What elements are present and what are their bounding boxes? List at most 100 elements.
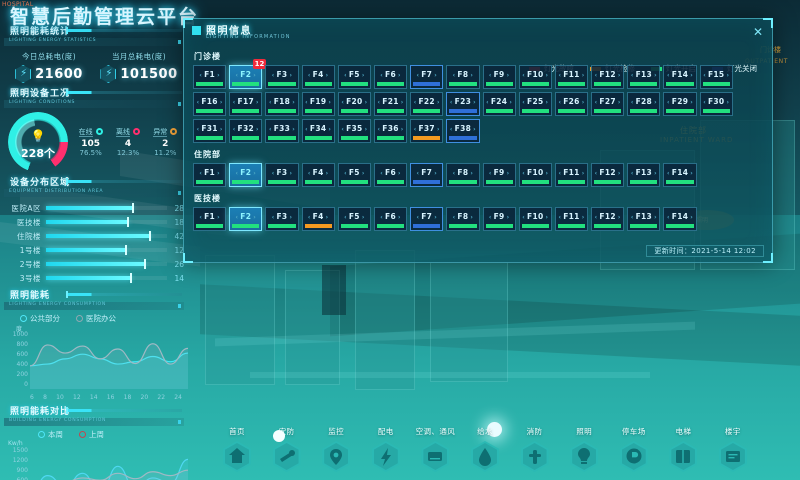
floor-cell[interactable]: F8: [446, 65, 480, 89]
floor-cell[interactable]: F20: [337, 92, 371, 116]
floor-cell[interactable]: F10: [518, 65, 552, 89]
floor-cell[interactable]: F10: [518, 207, 552, 231]
nav-item-bulb[interactable]: 照明: [562, 426, 606, 472]
floor-cell[interactable]: F11: [554, 207, 589, 231]
building-icon[interactable]: [718, 441, 747, 472]
floor-cell[interactable]: F9: [482, 163, 516, 187]
panel-title: 照明能耗: [10, 291, 51, 301]
floor-cell[interactable]: F13: [627, 163, 661, 187]
floor-cell[interactable]: F22: [410, 92, 444, 116]
floor-cell[interactable]: F12: [591, 65, 625, 89]
radio-last-week[interactable]: 上周: [79, 429, 104, 440]
floor-cell[interactable]: F11: [554, 163, 589, 187]
floor-cell[interactable]: F23: [446, 92, 480, 116]
floor-cell[interactable]: F16: [193, 92, 227, 116]
nav-item-building[interactable]: 楼宇: [711, 426, 755, 472]
floor-cell[interactable]: F2: [229, 163, 263, 187]
chart-area: [73, 470, 188, 480]
floor-cell-status-bar: [594, 224, 622, 228]
floor-cell[interactable]: F5: [337, 207, 371, 231]
floor-cell[interactable]: F11: [554, 65, 589, 89]
nav-item-water[interactable]: 给水: [463, 426, 507, 472]
nav-item-location[interactable]: 监控: [314, 426, 358, 472]
radio-this-week[interactable]: 本周: [38, 429, 63, 440]
nav-item-home[interactable]: 首页: [215, 426, 259, 472]
location-icon[interactable]: [322, 441, 351, 472]
floor-cell[interactable]: F36: [373, 119, 408, 143]
nav-item-hvac[interactable]: 空调、通风: [413, 426, 457, 472]
floor-cell[interactable]: F28: [627, 92, 661, 116]
floor-cell[interactable]: F24: [482, 92, 516, 116]
floor-cell[interactable]: F15: [699, 65, 733, 89]
floor-cell[interactable]: F3: [265, 207, 299, 231]
floor-cell[interactable]: F1: [193, 163, 227, 187]
floor-cell[interactable]: F6: [373, 207, 408, 231]
floor-cell[interactable]: F2: [229, 207, 263, 231]
floor-cell[interactable]: F12: [591, 207, 625, 231]
bolt-icon[interactable]: [371, 441, 400, 472]
floor-cell[interactable]: F12: [591, 163, 625, 187]
bolt-icon: ⚡: [15, 65, 32, 83]
floor-cell[interactable]: F26: [554, 92, 589, 116]
floor-cell[interactable]: F31: [193, 119, 227, 143]
floor-cell[interactable]: F4: [301, 65, 335, 89]
floor-cell[interactable]: F13: [627, 65, 661, 89]
water-icon[interactable]: [470, 441, 499, 472]
floor-cell[interactable]: F9: [482, 207, 516, 231]
floor-cell[interactable]: F25: [518, 92, 552, 116]
floor-cell[interactable]: F14: [663, 207, 697, 231]
floor-cell[interactable]: F4: [301, 207, 335, 231]
parking-icon[interactable]: [619, 441, 648, 472]
floor-cell[interactable]: F7: [410, 163, 444, 187]
floor-cell[interactable]: F13: [627, 207, 661, 231]
floor-cell[interactable]: F34: [301, 119, 335, 143]
floor-cell-status-bar: [232, 224, 260, 228]
floor-cell[interactable]: F30: [699, 92, 733, 116]
radio-hospital-office[interactable]: 医院办公: [76, 313, 116, 324]
floor-cell[interactable]: F37: [410, 119, 444, 143]
floor-cell[interactable]: F14: [663, 163, 697, 187]
nav-item-parking[interactable]: 停车场: [612, 426, 656, 472]
floor-cell[interactable]: F9: [482, 65, 516, 89]
radio-public-area[interactable]: 公共部分: [20, 313, 60, 324]
floor-cell[interactable]: F1: [193, 207, 227, 231]
floor-cell[interactable]: F38: [446, 119, 480, 143]
floor-cell[interactable]: F3: [265, 65, 299, 89]
floor-cell[interactable]: F8: [446, 207, 480, 231]
nav-item-elevator[interactable]: 电梯: [661, 426, 705, 472]
floor-cell[interactable]: F5: [337, 163, 371, 187]
floor-cell[interactable]: F32: [229, 119, 263, 143]
floor-cell[interactable]: F10: [518, 163, 552, 187]
floor-cell[interactable]: F33: [265, 119, 299, 143]
floor-cell[interactable]: F35: [337, 119, 371, 143]
nav-item-bolt[interactable]: 配电: [364, 426, 408, 472]
floor-cell[interactable]: F8: [446, 163, 480, 187]
home-icon[interactable]: [223, 441, 251, 472]
floor-cell[interactable]: F19: [301, 92, 335, 116]
floor-cell[interactable]: F29: [663, 92, 697, 116]
floor-cell[interactable]: F6: [373, 163, 408, 187]
floor-cell[interactable]: F5: [337, 65, 371, 89]
fire-hydrant-icon[interactable]: [520, 441, 549, 472]
floor-cell[interactable]: F18: [265, 92, 299, 116]
floor-cell[interactable]: F21: [373, 92, 408, 116]
hvac-icon[interactable]: [421, 441, 450, 472]
bulb-icon[interactable]: [570, 441, 599, 472]
floor-cell[interactable]: F3: [265, 163, 299, 187]
floor-cell[interactable]: F7: [410, 207, 444, 231]
nav-item-fire-hydrant[interactable]: 消防: [513, 426, 557, 472]
section-住院部: 住院部 F1 F2 F3 F4 F5 F6 F7 F8 F9 F10 F11 F12 F13 F14: [184, 143, 772, 187]
camera-icon[interactable]: [272, 441, 301, 472]
floor-cell[interactable]: F212: [229, 59, 267, 89]
floor-cell[interactable]: F27: [591, 92, 625, 116]
floor-cell[interactable]: F7: [410, 65, 444, 89]
floor-cell[interactable]: F1: [193, 65, 227, 89]
floor-cell[interactable]: F4: [301, 163, 335, 187]
floor-cell[interactable]: F14: [663, 65, 697, 89]
floor-cell[interactable]: F17: [229, 92, 263, 116]
nav-item-camera[interactable]: 安防: [265, 426, 309, 472]
close-icon[interactable]: ✕: [752, 25, 763, 39]
floor-cell[interactable]: F6: [373, 65, 408, 89]
floor-cell-status-bar: [413, 109, 441, 113]
elevator-icon[interactable]: [669, 441, 698, 472]
